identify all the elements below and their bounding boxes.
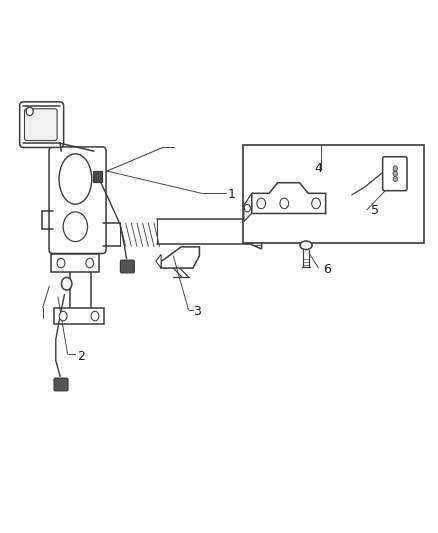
Bar bbox=[93, 171, 102, 182]
Polygon shape bbox=[250, 210, 261, 249]
Text: 2: 2 bbox=[78, 350, 85, 363]
Bar bbox=[243, 144, 424, 243]
Circle shape bbox=[312, 198, 321, 209]
Ellipse shape bbox=[59, 154, 92, 204]
Circle shape bbox=[393, 171, 397, 176]
FancyBboxPatch shape bbox=[383, 157, 407, 191]
Text: 6: 6 bbox=[323, 263, 331, 276]
Text: 3: 3 bbox=[193, 305, 201, 318]
FancyBboxPatch shape bbox=[49, 147, 106, 254]
Circle shape bbox=[244, 205, 251, 212]
Text: 1: 1 bbox=[228, 189, 236, 201]
Polygon shape bbox=[51, 254, 99, 272]
Text: 4: 4 bbox=[315, 162, 323, 175]
Ellipse shape bbox=[300, 241, 312, 249]
Polygon shape bbox=[156, 254, 161, 268]
FancyBboxPatch shape bbox=[25, 109, 57, 141]
Polygon shape bbox=[53, 308, 104, 324]
Circle shape bbox=[26, 107, 33, 116]
Polygon shape bbox=[244, 193, 252, 221]
Circle shape bbox=[393, 176, 397, 182]
Circle shape bbox=[91, 311, 99, 321]
Circle shape bbox=[61, 277, 72, 290]
Polygon shape bbox=[161, 247, 199, 268]
FancyBboxPatch shape bbox=[20, 102, 64, 148]
Circle shape bbox=[86, 259, 94, 268]
FancyBboxPatch shape bbox=[54, 378, 68, 391]
Polygon shape bbox=[252, 183, 325, 214]
Circle shape bbox=[257, 198, 265, 209]
Circle shape bbox=[57, 259, 65, 268]
Circle shape bbox=[280, 198, 289, 209]
Circle shape bbox=[63, 212, 88, 241]
FancyBboxPatch shape bbox=[120, 260, 134, 273]
Circle shape bbox=[59, 311, 67, 321]
Circle shape bbox=[393, 166, 397, 171]
Text: 5: 5 bbox=[371, 204, 379, 217]
